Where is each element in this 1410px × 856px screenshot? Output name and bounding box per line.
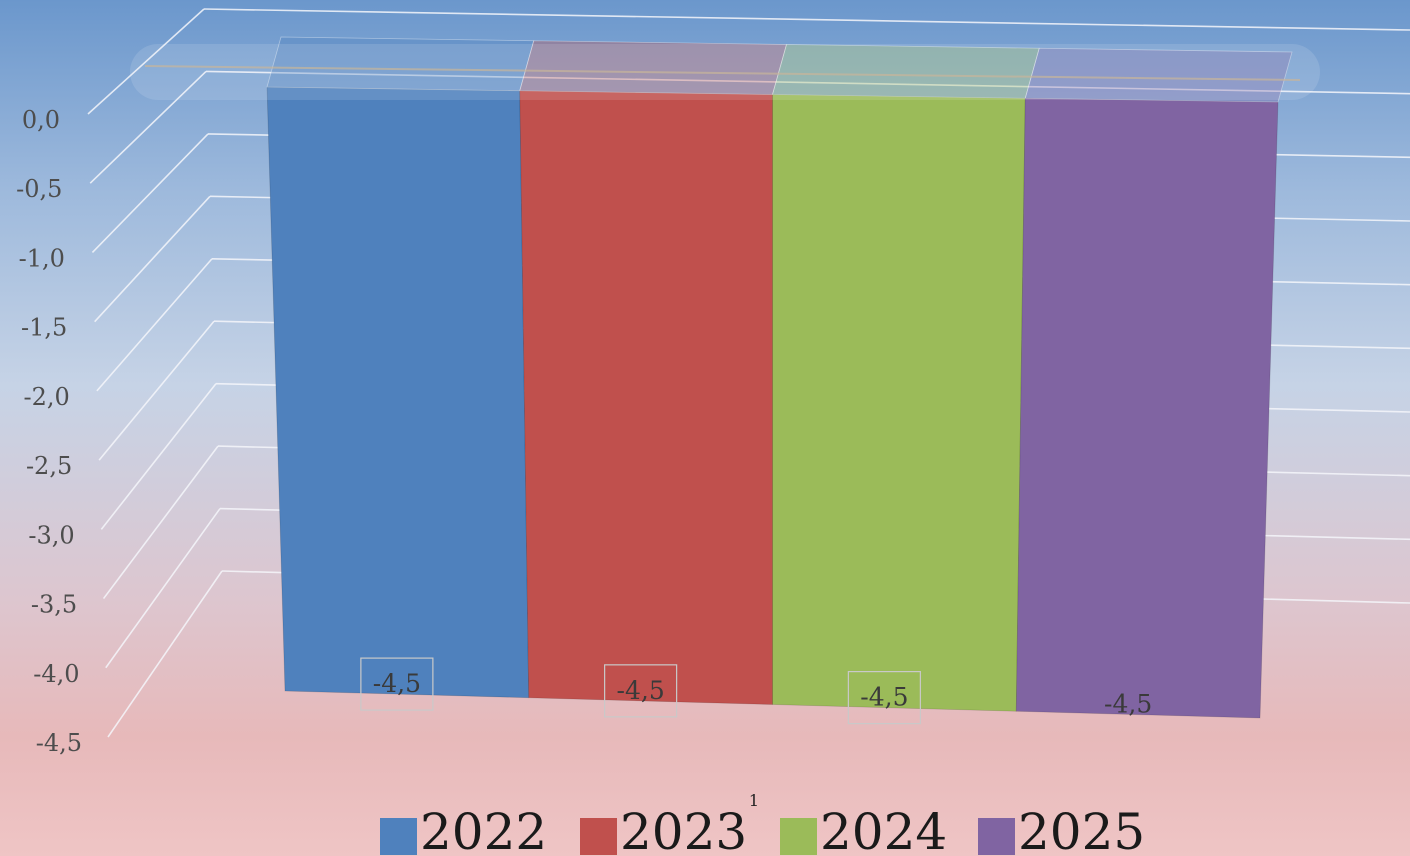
legend-swatch: [978, 818, 1015, 855]
bar-2024: [772, 94, 1026, 712]
bar-top-2023: [519, 40, 788, 95]
legend-label: 2025: [1018, 808, 1146, 856]
data-label-box: [360, 657, 434, 711]
gridline-side: [107, 570, 223, 738]
y-tick-label: -3,5: [31, 591, 77, 619]
gridline-side: [91, 133, 209, 254]
gridline-back: [205, 70, 1410, 95]
gridline-side: [105, 508, 221, 669]
bar-top-2025: [1024, 47, 1293, 103]
gridline-side: [89, 70, 207, 184]
data-label-box: [847, 670, 921, 725]
data-label: -4,5: [373, 669, 421, 698]
data-label: -4,5: [617, 676, 665, 705]
y-axis-ticks: 0,0 -0,5 -1,0 -1,5 -2,0 -2,5 -3,0 -3,5 -4,0 -4,5: [16, 106, 82, 757]
data-labels: -4,5 -4,5 -4,5 -4,5: [360, 657, 1152, 725]
bar-top-2024: [771, 44, 1040, 99]
gridline-side: [98, 320, 215, 461]
y-tick-label: -4,5: [36, 729, 82, 757]
gridline-side: [100, 383, 217, 530]
data-label-box: [604, 664, 678, 718]
category-label: 1: [749, 791, 759, 810]
bars: [130, 36, 1320, 719]
gridline-side: [94, 195, 211, 323]
gridline-side: [87, 8, 205, 115]
gridline-side: [96, 258, 213, 392]
legend-label: 2023: [620, 808, 748, 856]
top-plate: [130, 44, 1320, 100]
bar-2023: [519, 90, 773, 705]
y-tick-label: -4,0: [33, 660, 79, 688]
legend-label: 2024: [820, 808, 948, 856]
y-tick-label: -0,5: [16, 175, 62, 203]
y-tick-label: -2,5: [26, 452, 72, 480]
y-tick-label: -3,0: [28, 521, 74, 549]
bar-2025: [1015, 97, 1279, 719]
bar-top-2022: [266, 36, 535, 92]
data-label: -4,5: [860, 683, 908, 712]
legend-swatch: [780, 818, 817, 855]
gridline-side: [102, 445, 219, 600]
legend-swatch: [380, 818, 417, 855]
y-tick-label: -1,0: [19, 244, 65, 272]
y-tick-label: 0,0: [22, 106, 60, 134]
zero-line: [144, 65, 1301, 81]
legend-swatch: [580, 818, 617, 855]
y-tick-label: -2,0: [23, 383, 69, 411]
gridline-back: [203, 8, 1410, 31]
legend: 2022 2023 2024 2025: [380, 808, 1180, 856]
data-label: -4,5: [1104, 689, 1152, 718]
legend-label: 2022: [420, 808, 548, 856]
bar-2022: [266, 86, 530, 699]
y-tick-label: -1,5: [21, 314, 67, 342]
